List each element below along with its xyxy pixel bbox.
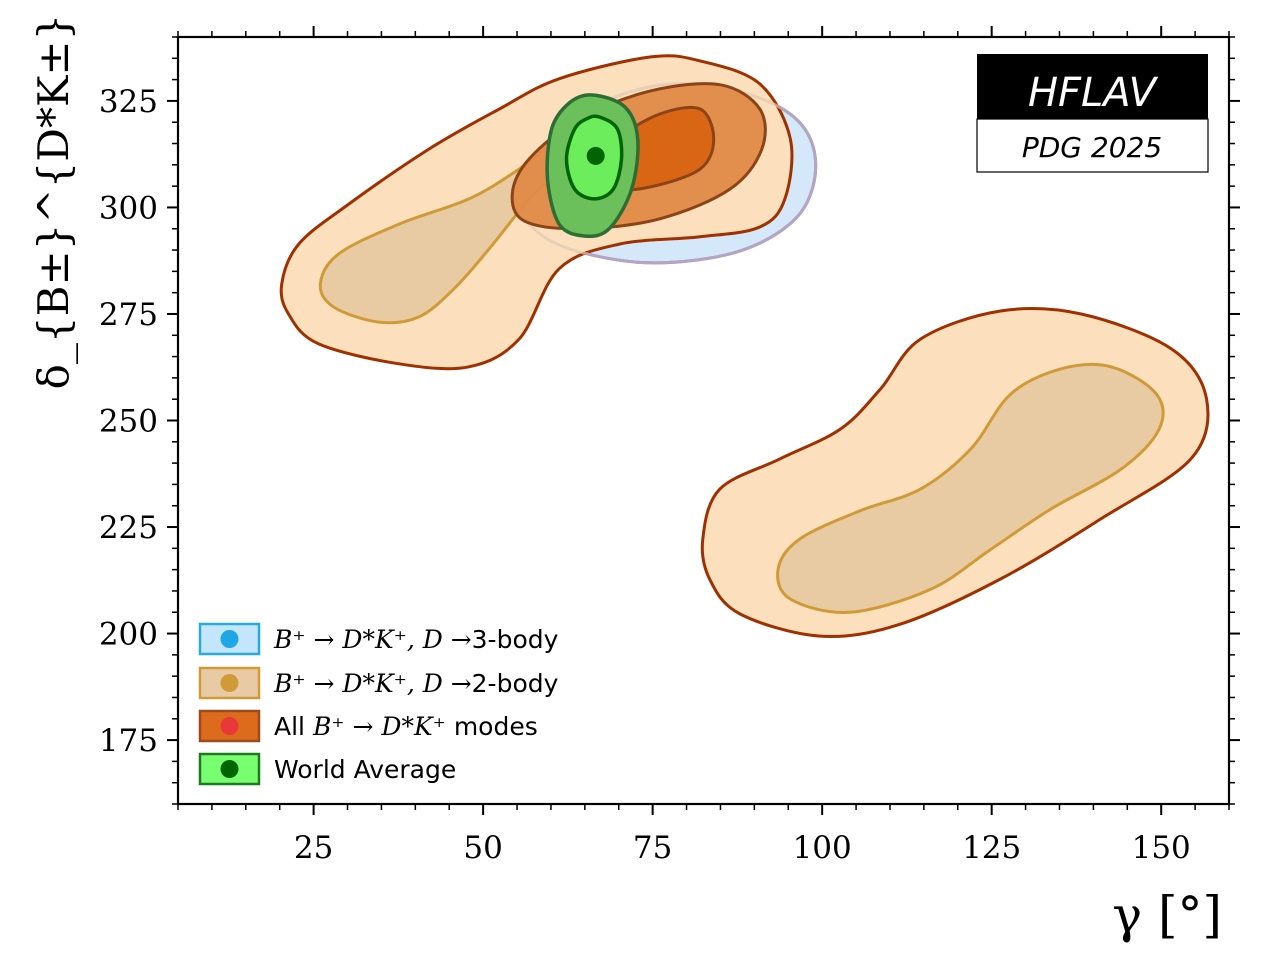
legend-prefix-all-modes: All — [274, 712, 305, 741]
legend-label-3body: B⁺ → D*K⁺, D →3-body — [273, 625, 559, 654]
badge-subtitle-bg — [976, 118, 1209, 173]
x-tick-label: 100 — [793, 830, 852, 866]
badge-subtitle: PDG 2025 — [1022, 131, 1162, 164]
x-axis-title: γ [°] — [1112, 886, 1222, 944]
legend-item-world-average: World Average — [198, 752, 456, 786]
world-average-best-fit-point — [586, 146, 605, 165]
ticks: 25 50 75 100 125 150 175 200 225 250 275 300 325 — [99, 26, 1240, 866]
y-axis-title: δ_{B±}^{D*K±} [°] — [29, 0, 78, 389]
x-tick-label: 25 — [294, 830, 333, 866]
legend-marker-world-average — [220, 760, 239, 778]
legend: B⁺ → D*K⁺, D →3-body B⁺ → D*K⁺, D →2-bod… — [198, 622, 559, 786]
badge-title: HFLAV — [1028, 70, 1159, 116]
legend-marker-all-modes — [220, 717, 239, 735]
x-tick-label: 125 — [962, 830, 1021, 866]
legend-item-2body: B⁺ → D*K⁺, D →2-body — [198, 666, 559, 700]
y-tick-label: 250 — [99, 404, 158, 440]
legend-suffix-all-modes: modes — [454, 712, 538, 741]
legend-item-all-modes: All B⁺ → D*K⁺ modes — [198, 709, 538, 743]
y-tick-label: 225 — [99, 510, 158, 546]
legend-math-2body: B⁺ → D*K⁺, D → — [273, 669, 472, 698]
legend-marker-3body — [220, 630, 239, 648]
x-tick-label: 75 — [633, 830, 672, 866]
legend-suffix-3body: 3-body — [472, 625, 559, 654]
y-tick-label: 175 — [99, 723, 158, 759]
legend-label-world-average: World Average — [274, 755, 456, 784]
contour-2body-lower — [776, 362, 1165, 614]
hflav-badge: HFLAV PDG 2025 — [976, 54, 1209, 173]
x-tick-label: 50 — [463, 830, 502, 866]
legend-math-3body: B⁺ → D*K⁺, D → — [273, 625, 472, 654]
contour-3body-ghost — [520, 82, 818, 265]
legend-label-2body: B⁺ → D*K⁺, D →2-body — [273, 669, 559, 698]
legend-marker-2body — [220, 674, 239, 692]
y-tick-label: 200 — [99, 617, 158, 653]
badge-title-bg — [977, 54, 1208, 119]
legend-suffix-2body: 2-body — [472, 669, 559, 698]
y-tick-label: 325 — [99, 84, 158, 120]
x-axis-title-text: γ [°] — [1112, 886, 1222, 944]
y-axis-title-text: δ_{B±}^{D*K±} [°] — [29, 0, 78, 389]
legend-item-3body: B⁺ → D*K⁺, D →3-body — [198, 622, 559, 656]
contour-layer — [279, 54, 1210, 638]
x-tick-label: 150 — [1132, 830, 1191, 866]
legend-label-all-modes: All B⁺ → D*K⁺ modes — [274, 712, 538, 741]
legend-math-all-modes: B⁺ → D*K⁺ — [312, 712, 446, 741]
y-tick-label: 300 — [99, 190, 158, 226]
y-tick-label: 275 — [99, 297, 158, 333]
